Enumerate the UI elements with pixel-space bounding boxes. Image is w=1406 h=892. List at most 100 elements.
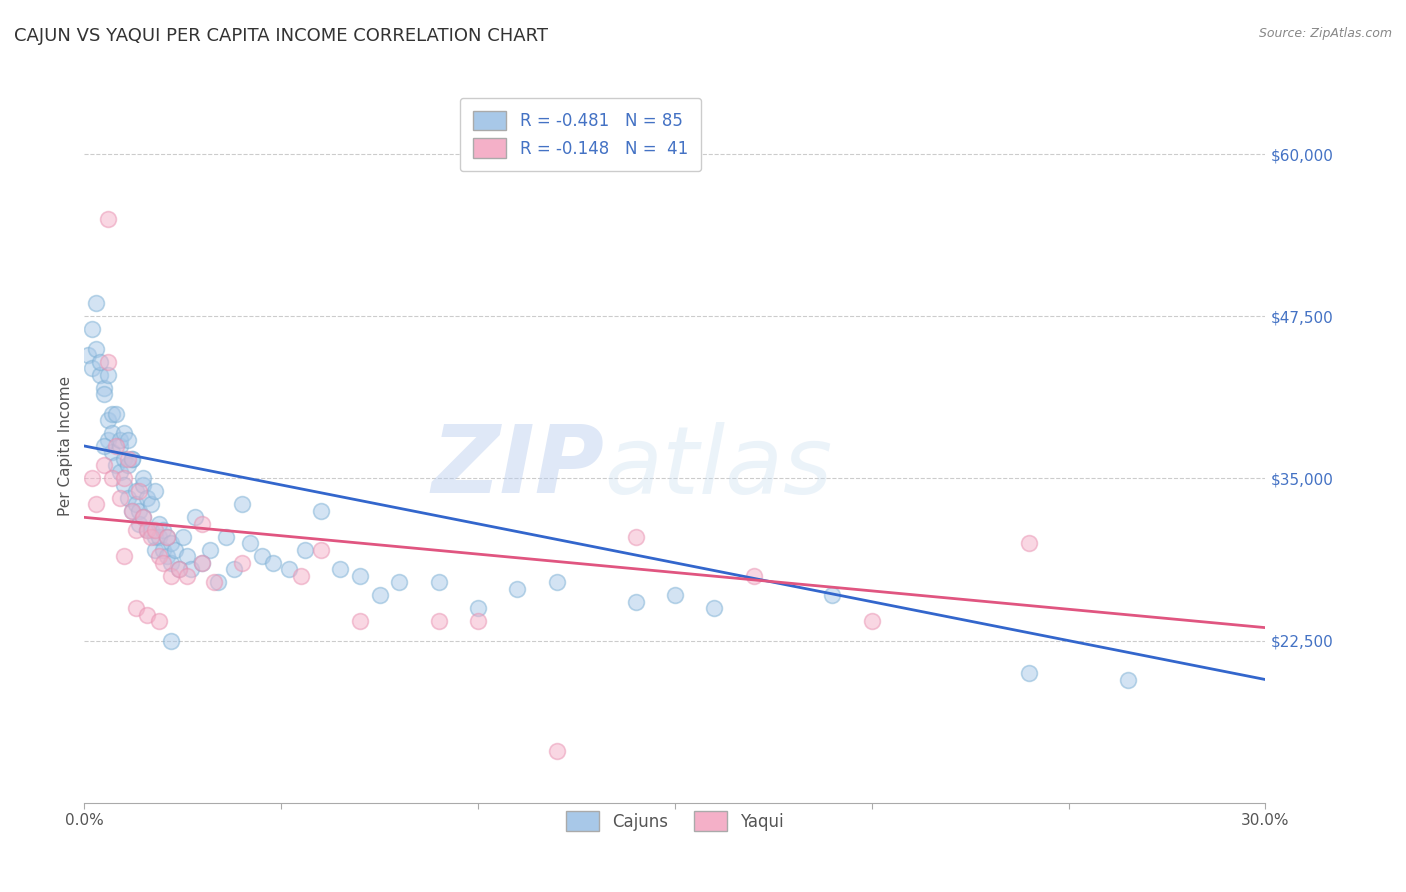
Point [156, 549, 179, 564]
Point [128, 484, 150, 499]
Point [163, 542, 186, 557]
Point [148, 614, 170, 628]
Point [156, 530, 179, 544]
Point [124, 601, 146, 615]
Point [191, 556, 214, 570]
Point [821, 588, 844, 602]
Point [467, 601, 489, 615]
Point [143, 524, 166, 538]
Point [108, 433, 131, 447]
Point [368, 588, 391, 602]
Point [132, 510, 155, 524]
Point [427, 614, 450, 628]
Point [250, 549, 273, 564]
Point [104, 458, 127, 473]
Point [136, 607, 159, 622]
Point [546, 575, 568, 590]
Point [143, 542, 166, 557]
Point [104, 439, 127, 453]
Point [143, 530, 166, 544]
Point [136, 491, 159, 505]
Point [309, 542, 332, 557]
Legend: Cajuns, Yaqui: Cajuns, Yaqui [560, 805, 790, 838]
Point [278, 562, 301, 576]
Point [427, 575, 450, 590]
Point [117, 491, 139, 505]
Point [1116, 673, 1139, 687]
Point [152, 542, 174, 557]
Point [124, 497, 146, 511]
Point [141, 530, 163, 544]
Point [624, 530, 647, 544]
Point [97, 211, 120, 226]
Point [703, 601, 725, 615]
Point [148, 549, 170, 564]
Point [167, 562, 190, 576]
Point [742, 568, 765, 582]
Point [112, 471, 135, 485]
Point [89, 354, 111, 368]
Point [239, 536, 262, 550]
Point [97, 354, 120, 368]
Point [108, 491, 131, 505]
Point [176, 549, 198, 564]
Point [349, 614, 371, 628]
Point [97, 368, 120, 382]
Point [148, 516, 170, 531]
Point [160, 568, 183, 582]
Point [132, 510, 155, 524]
Point [141, 524, 163, 538]
Point [160, 633, 183, 648]
Point [101, 445, 124, 459]
Point [93, 387, 115, 401]
Point [104, 407, 127, 421]
Point [262, 556, 284, 570]
Point [231, 556, 253, 570]
Text: ZIP: ZIP [432, 421, 605, 514]
Point [349, 568, 371, 582]
Point [128, 504, 150, 518]
Point [152, 556, 174, 570]
Point [546, 744, 568, 758]
Point [121, 452, 143, 467]
Text: CAJUN VS YAQUI PER CAPITA INCOME CORRELATION CHART: CAJUN VS YAQUI PER CAPITA INCOME CORRELA… [14, 27, 548, 45]
Point [860, 614, 883, 628]
Point [108, 465, 131, 479]
Point [136, 524, 159, 538]
Point [101, 471, 124, 485]
Point [141, 497, 163, 511]
Point [1018, 536, 1040, 550]
Point [97, 413, 120, 427]
Point [156, 530, 179, 544]
Point [124, 484, 146, 499]
Point [82, 322, 104, 336]
Point [84, 497, 107, 511]
Point [112, 478, 135, 492]
Point [290, 568, 312, 582]
Point [117, 433, 139, 447]
Point [121, 504, 143, 518]
Point [1018, 666, 1040, 681]
Point [191, 556, 214, 570]
Point [101, 407, 124, 421]
Point [183, 510, 205, 524]
Point [136, 524, 159, 538]
Point [152, 524, 174, 538]
Point [309, 504, 332, 518]
Point [231, 497, 253, 511]
Point [112, 549, 135, 564]
Point [215, 530, 238, 544]
Point [180, 562, 202, 576]
Text: Source: ZipAtlas.com: Source: ZipAtlas.com [1258, 27, 1392, 40]
Point [143, 484, 166, 499]
Point [132, 478, 155, 492]
Point [506, 582, 529, 596]
Point [89, 368, 111, 382]
Y-axis label: Per Capita Income: Per Capita Income [58, 376, 73, 516]
Point [84, 342, 107, 356]
Point [117, 452, 139, 467]
Point [93, 439, 115, 453]
Point [664, 588, 686, 602]
Point [172, 530, 194, 544]
Point [467, 614, 489, 628]
